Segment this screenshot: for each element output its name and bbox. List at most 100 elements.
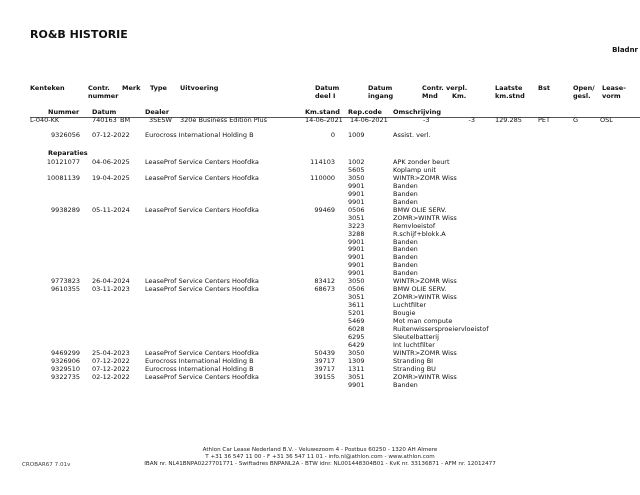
repair-km: 83412	[314, 277, 335, 286]
header-nummer: nummer	[88, 92, 119, 100]
repair-description: Banden	[393, 181, 418, 190]
repair-description: R.schijf+blokk.A	[393, 229, 446, 238]
repair-code: 9901	[348, 245, 365, 254]
repair-code: 3611	[348, 301, 365, 310]
repair-datum: 03-11-2023	[92, 285, 130, 294]
repair-code: 0506	[348, 205, 365, 214]
repair-nummer: 9322735	[51, 372, 80, 381]
repair-code: 5469	[348, 317, 365, 325]
repair-description: Banden	[393, 245, 418, 254]
assist-nummer: 9326056	[51, 131, 80, 139]
repair-datum: 04-06-2025	[92, 158, 130, 166]
repair-nummer: 9773823	[51, 277, 80, 286]
type: 3SESW	[149, 116, 172, 124]
subheader-omschrijving: Omschrijving	[393, 108, 442, 116]
repair-dealer: LeaseProf Service Centers Hoofdka	[145, 348, 259, 357]
subheader-kmstand: Km.stand	[305, 108, 340, 116]
footer-line-1: Athlon Car Lease Nederland B.V. - Veluwe…	[202, 447, 438, 453]
repair-description: WINTR>ZOMR Wiss	[393, 173, 457, 182]
header-vorm: vorm	[602, 92, 621, 100]
subheader-dealer: Dealer	[145, 108, 170, 116]
header-uitvoering: Uitvoering	[180, 84, 219, 92]
uitvoering: 320e Business Edition Plus	[180, 116, 267, 124]
repair-dealer: LeaseProf Service Centers Hoofdka	[145, 285, 259, 294]
header-type: Type	[150, 84, 167, 92]
repair-datum: 07-12-2022	[92, 356, 130, 365]
header-kenteken: Kenteken	[30, 84, 65, 92]
repair-description: Banden	[393, 237, 418, 246]
repair-code: 3050	[348, 277, 365, 286]
repair-nummer: 9326906	[51, 356, 80, 365]
header-deel-i: deel I	[315, 92, 336, 100]
repair-dealer: LeaseProf Service Centers Hoofdka	[145, 372, 259, 381]
repair-code: 9901	[348, 197, 365, 206]
repair-code: 5201	[348, 309, 365, 318]
repair-datum: 02-12-2022	[92, 372, 130, 381]
assist-datum: 07-12-2022	[92, 131, 130, 139]
subheader-repcode: Rep.code	[348, 108, 382, 116]
repair-description: Int luchtfilter	[393, 340, 435, 349]
repair-description: ZOMR>WINTR Wiss	[393, 293, 457, 302]
repair-datum: 19-04-2025	[92, 173, 130, 182]
repair-code: 6295	[348, 332, 365, 341]
repair-code: 3051	[348, 213, 365, 222]
repair-dealer: LeaseProf Service Centers Hoofdka	[145, 173, 259, 182]
repair-nummer: 9610355	[51, 285, 80, 294]
repair-code: 9901	[348, 189, 365, 198]
repair-code: 3051	[348, 293, 365, 302]
repair-description: WINTR>ZOMR Wiss	[393, 277, 457, 286]
header-km: Km.	[452, 92, 467, 100]
repair-description: Remvloeistof	[393, 221, 436, 230]
repair-description: Banden	[393, 189, 418, 198]
header-contr: Contr.	[88, 84, 110, 92]
assist-dealer: Eurocross International Holding B	[145, 131, 254, 139]
repair-km: 39155	[314, 372, 335, 381]
repair-code: 9901	[348, 269, 365, 278]
contr-mnd: -3	[423, 116, 430, 124]
repair-code: 5605	[348, 165, 365, 174]
repair-code: 9901	[348, 253, 365, 262]
repair-code: 9901	[348, 380, 365, 389]
header-datum-deel: Datum	[315, 84, 340, 92]
repair-description: Banden	[393, 253, 418, 262]
header-ingang: ingang	[368, 92, 394, 100]
repair-dealer: LeaseProf Service Centers Hoofdka	[145, 205, 259, 214]
header-gesl: gesl.	[573, 92, 591, 100]
repair-code: 6028	[348, 324, 365, 333]
repair-description: Koplamp unit	[393, 165, 436, 174]
repair-datum: 07-12-2022	[92, 364, 130, 373]
subheader-nummer: Nummer	[48, 108, 80, 116]
assist-km: 0	[330, 131, 335, 139]
repair-description: Banden	[393, 269, 418, 278]
repair-nummer: 10081139	[46, 173, 80, 182]
repair-dealer: LeaseProf Service Centers Hoofdka	[145, 158, 259, 166]
repair-code: 3288	[348, 229, 365, 238]
repair-code: 9901	[348, 181, 365, 190]
repair-nummer: 9469299	[51, 348, 80, 357]
repair-description: WINTR>ZOMR Wiss	[393, 348, 457, 357]
repair-km: 39717	[314, 364, 335, 373]
reparaties-heading: Reparaties	[48, 149, 88, 157]
page-number-label: Bladnr	[612, 46, 638, 54]
repair-description: BMW OLIE SERV.	[393, 285, 447, 294]
repair-code: 9901	[348, 261, 365, 270]
bst: PET	[538, 116, 550, 124]
repair-km: 99469	[314, 205, 335, 214]
repair-description: Banden	[393, 261, 418, 270]
repair-description: Ruitenwissersproeiervloeistof	[393, 324, 489, 333]
repair-code: 3050	[348, 173, 365, 182]
merk: BM	[120, 116, 131, 124]
assist-desc: Assist. verl.	[393, 131, 431, 139]
repair-km: 110000	[310, 173, 335, 182]
repair-description: Luchtfilter	[393, 301, 426, 310]
repair-description: ZOMR>WINTR Wiss	[393, 372, 457, 381]
header-contr-verpl: Contr. verpl.	[422, 84, 468, 92]
repair-code: 3223	[348, 221, 365, 230]
repair-code: 3051	[348, 372, 365, 381]
header-bst: Bst	[538, 84, 550, 92]
header-mnd: Mnd	[422, 92, 438, 100]
page-title: RO&B HISTORIE	[30, 28, 128, 41]
repair-description: Banden	[393, 197, 418, 206]
header-laatste: Laatste	[495, 84, 523, 92]
